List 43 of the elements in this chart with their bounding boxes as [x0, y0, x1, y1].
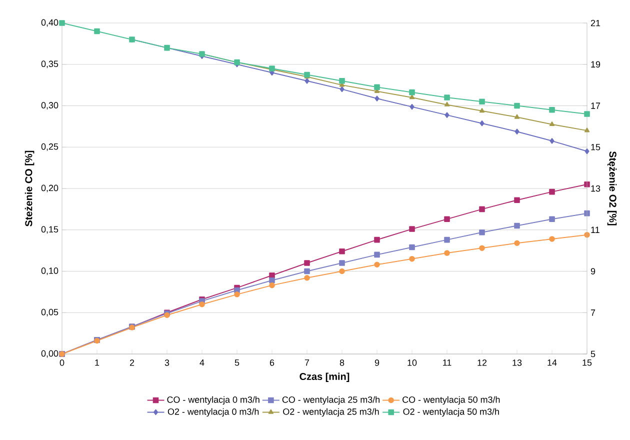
x-tick-label: 3 — [164, 360, 170, 366]
legend-label: CO - wentylacja 25 m3/h — [282, 396, 380, 405]
x-tick-label: 10 — [408, 360, 417, 366]
x-tick-label: 15 — [582, 360, 592, 366]
y-tick-label: 0,15 — [41, 226, 58, 234]
y2-tick-label: 9 — [590, 268, 596, 274]
y-tick-label: 0,00 — [41, 350, 58, 358]
y2-tick-label: 15 — [591, 144, 600, 150]
y2-tick-label: 21 — [590, 20, 600, 26]
x-tick-label: 14 — [548, 360, 557, 366]
y2-tick-label: 11 — [591, 226, 600, 233]
x-tick-label: 1 — [95, 360, 100, 366]
y-tick-label: 0,25 — [41, 143, 58, 151]
x-tick-label: 6 — [270, 360, 274, 366]
y2-tick-label: 5 — [590, 350, 596, 358]
y-tick-label: 0,05 — [41, 308, 58, 316]
y-tick-label: 0,40 — [41, 19, 58, 27]
x-tick-label: 0 — [60, 360, 64, 366]
y2-tick-label: 13 — [591, 185, 600, 192]
y-tick-label: 0,10 — [41, 268, 58, 275]
x-tick-label: 11 — [443, 360, 452, 366]
y-tick-label: 0,35 — [41, 60, 58, 68]
legend-label: O2 - wentylacja 0 m3/h — [168, 408, 259, 417]
y-tick-label: 0,30 — [41, 102, 58, 110]
y-tick-label: 0,20 — [41, 184, 58, 192]
legend-label: O2 - wentylacja 25 m3/h — [283, 408, 379, 417]
x-tick-label: 8 — [340, 360, 344, 366]
legend-label: O2 - wentylacja 50 m3/h — [403, 408, 499, 417]
x-tick-label: 2 — [130, 360, 134, 366]
legend-label: CO - wentylacja 50 m3/h — [402, 396, 500, 405]
y2-tick-label: 7 — [590, 310, 596, 316]
y-axis-title: Steżenie CO [%] — [24, 150, 34, 226]
y2-tick-label: 17 — [591, 102, 600, 109]
x-tick-label: 7 — [304, 360, 310, 366]
x-tick-label: 4 — [200, 360, 204, 366]
x-tick-label: 12 — [478, 360, 487, 366]
x-tick-label: 9 — [374, 360, 380, 366]
y2-tick-label: 19 — [591, 61, 600, 68]
legend-label: CO - wentylacja 0 m3/h — [167, 396, 260, 405]
x-axis-title: Czas [min] — [300, 372, 350, 382]
x-tick-label: 13 — [512, 360, 522, 366]
x-tick-label: 5 — [234, 360, 240, 366]
y2-axis-title: Stężenie O2 [%] — [607, 151, 617, 226]
